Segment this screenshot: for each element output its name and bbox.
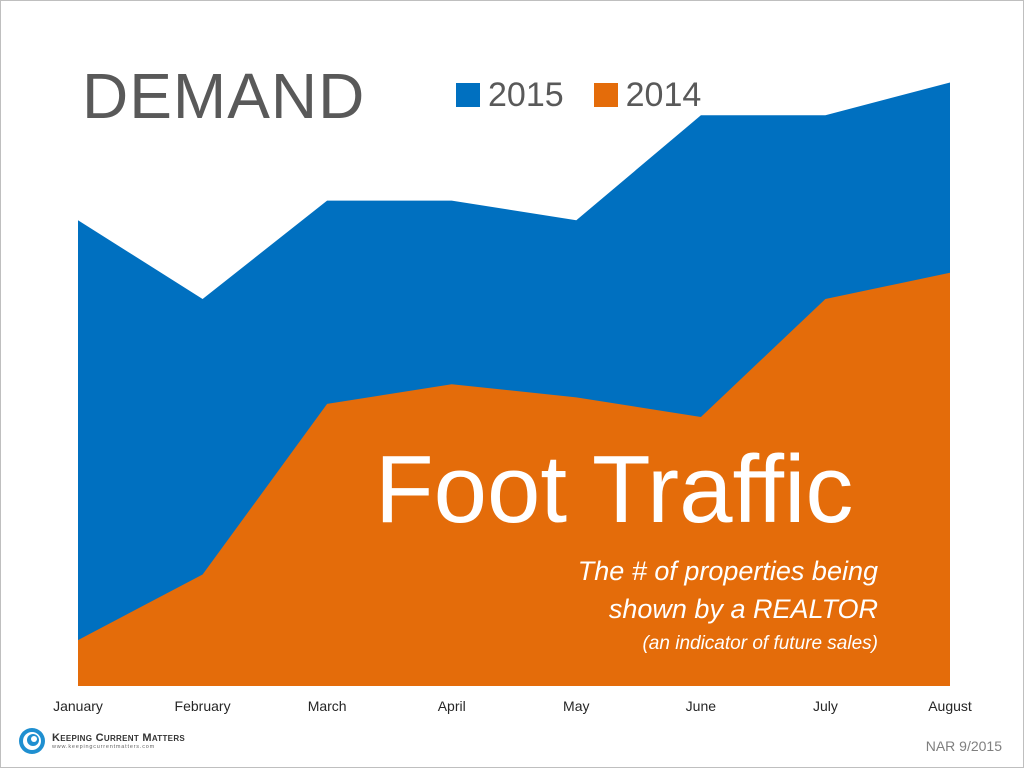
legend-item-2015: 2015 [456,78,564,112]
x-tick-label-may: May [563,698,589,714]
x-tick-label-march: March [308,698,347,714]
area-series-2014 [78,272,950,686]
legend-label-2015: 2015 [488,76,564,114]
chart-legend: 2015 2014 [456,78,701,112]
overlay-description-line-3: (an indicator of future sales) [642,633,878,654]
x-tick-label-august: August [928,698,972,714]
chart-title: DEMAND [82,60,366,132]
legend-swatch-2015 [456,83,480,107]
x-tick-label-february: February [175,698,231,714]
brand-logo: Keeping Current Matters www.keepingcurre… [18,727,185,755]
x-tick-label-june: June [686,698,717,714]
brand-name: Keeping Current Matters [52,732,186,744]
x-tick-label-july: July [813,698,838,714]
overlay-description-line-1: The # of properties being [577,556,878,586]
legend-item-2014: 2014 [593,76,702,114]
overlay-headline: Foot Traffic [375,436,854,543]
x-tick-label-january: January [53,698,103,714]
brand-url: www.keepingcurrentmatters.com [52,744,155,750]
source-note: NAR 9/2015 [925,738,1002,754]
legend-swatch-2014 [593,83,618,107]
swirl-logo-icon [19,728,45,754]
legend-label-2014: 2014 [625,76,702,114]
x-tick-label-april: April [438,698,466,714]
overlay-description-line-2: shown by a REALTOR [608,594,878,624]
